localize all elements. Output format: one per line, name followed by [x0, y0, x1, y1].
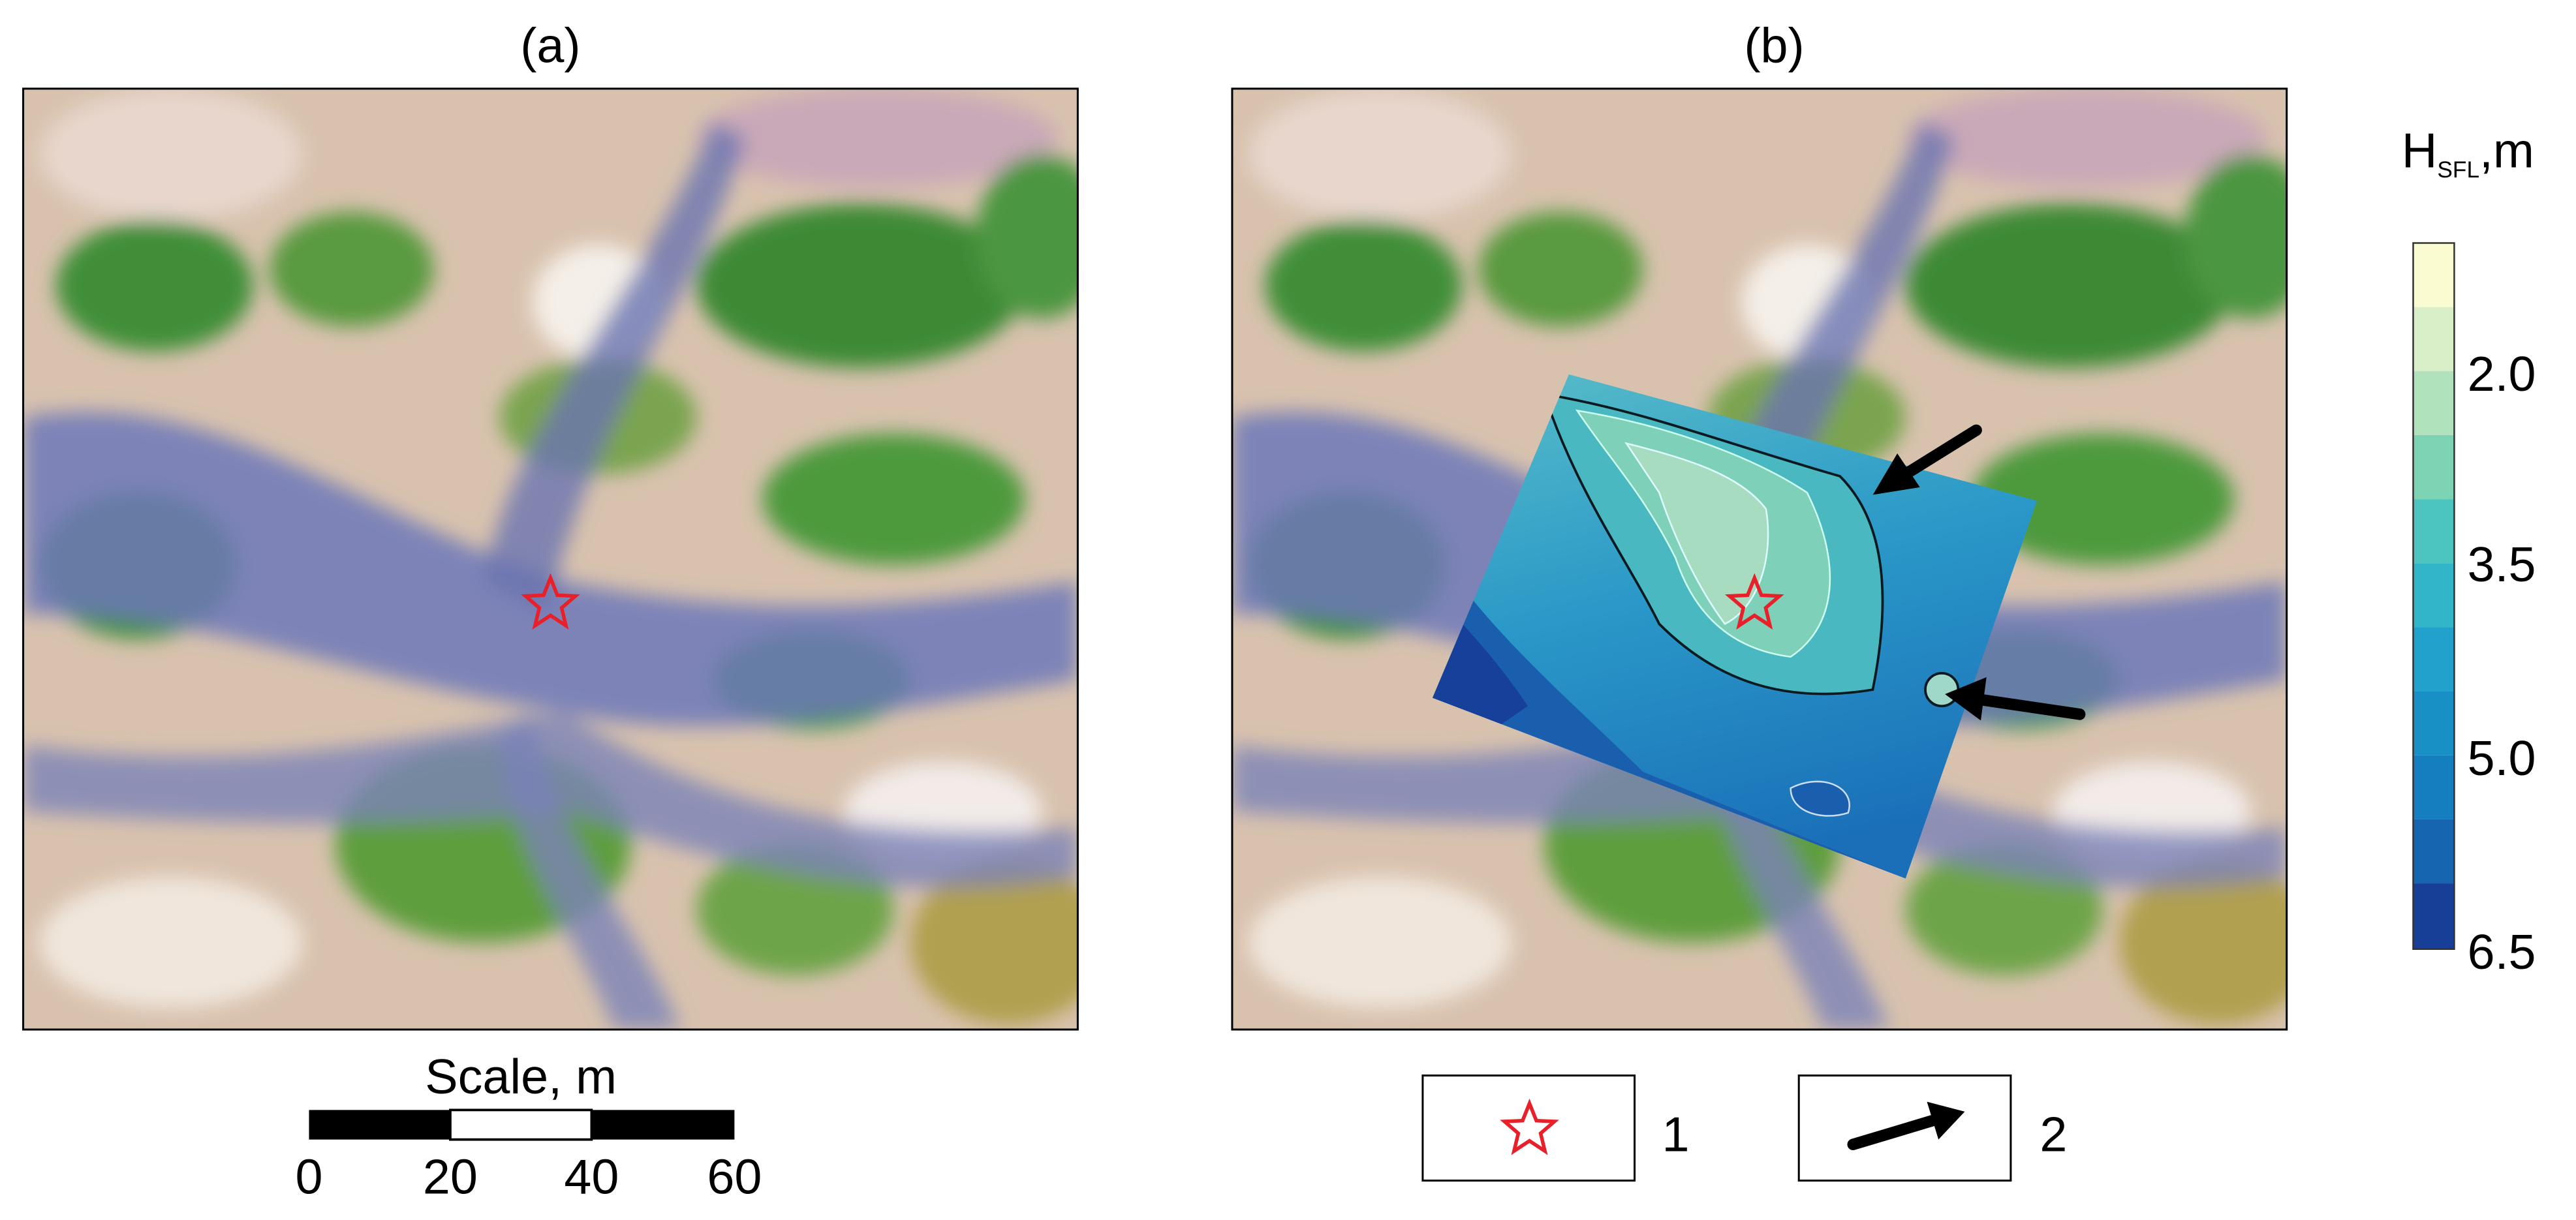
legend-label: 2 — [2040, 1106, 2067, 1161]
scale-tick-label: 20 — [423, 1150, 478, 1204]
colorbar-band — [2413, 371, 2455, 435]
colorbar-band — [2413, 243, 2455, 307]
arrow — [1896, 424, 1982, 482]
colorbar-band — [2413, 691, 2455, 755]
legend-label: 1 — [1662, 1106, 1689, 1161]
colorbar-title-sub: SFL — [2437, 157, 2479, 183]
colorbar-title: HSFL,m — [2402, 123, 2534, 183]
colorbar-title-unit: ,m — [2479, 123, 2534, 178]
scale-segment — [591, 1110, 735, 1140]
colorbar-band — [2413, 755, 2455, 819]
scale-segment — [309, 1110, 450, 1140]
panel-label: (b) — [1744, 18, 1804, 73]
arrow-head — [1945, 677, 1987, 721]
colorbar-band — [2413, 627, 2455, 692]
colorbar-band — [2413, 563, 2455, 628]
scale-title: Scale, m — [425, 1049, 617, 1104]
colorbar — [2412, 242, 2455, 950]
panel-label: (a) — [520, 18, 580, 73]
arrows — [1872, 424, 2086, 721]
colorbar-band — [2413, 307, 2455, 371]
colorbar-frame — [2412, 242, 2455, 950]
colorbar-title-main: H — [2402, 123, 2438, 178]
satellite-image — [23, 89, 1108, 1029]
colorbar-tick-label: 3.5 — [2468, 537, 2536, 592]
legend-arrow-head — [1927, 1101, 1965, 1140]
colorbar-band — [2413, 499, 2455, 564]
scale-tick-label: 60 — [707, 1150, 762, 1204]
arrow — [1974, 694, 2086, 720]
legend-box — [1421, 1075, 1636, 1182]
panel-frame — [1231, 87, 2288, 1031]
colorbar-tick-label: 5.0 — [2468, 731, 2536, 785]
scale-tick-label: 0 — [295, 1150, 322, 1204]
colorbar-band — [2413, 883, 2455, 949]
scale-tick-label: 40 — [564, 1150, 619, 1204]
colorbar-band — [2413, 435, 2455, 500]
colorbar-band — [2413, 819, 2455, 884]
arrow-head — [1872, 453, 1920, 495]
legend-arrow — [1847, 1114, 1941, 1151]
panel-frame — [22, 87, 1079, 1031]
colorbar-tick-label: 6.5 — [2468, 924, 2536, 979]
scale-segment — [449, 1108, 593, 1141]
colorbar-tick-label: 2.0 — [2468, 346, 2536, 401]
